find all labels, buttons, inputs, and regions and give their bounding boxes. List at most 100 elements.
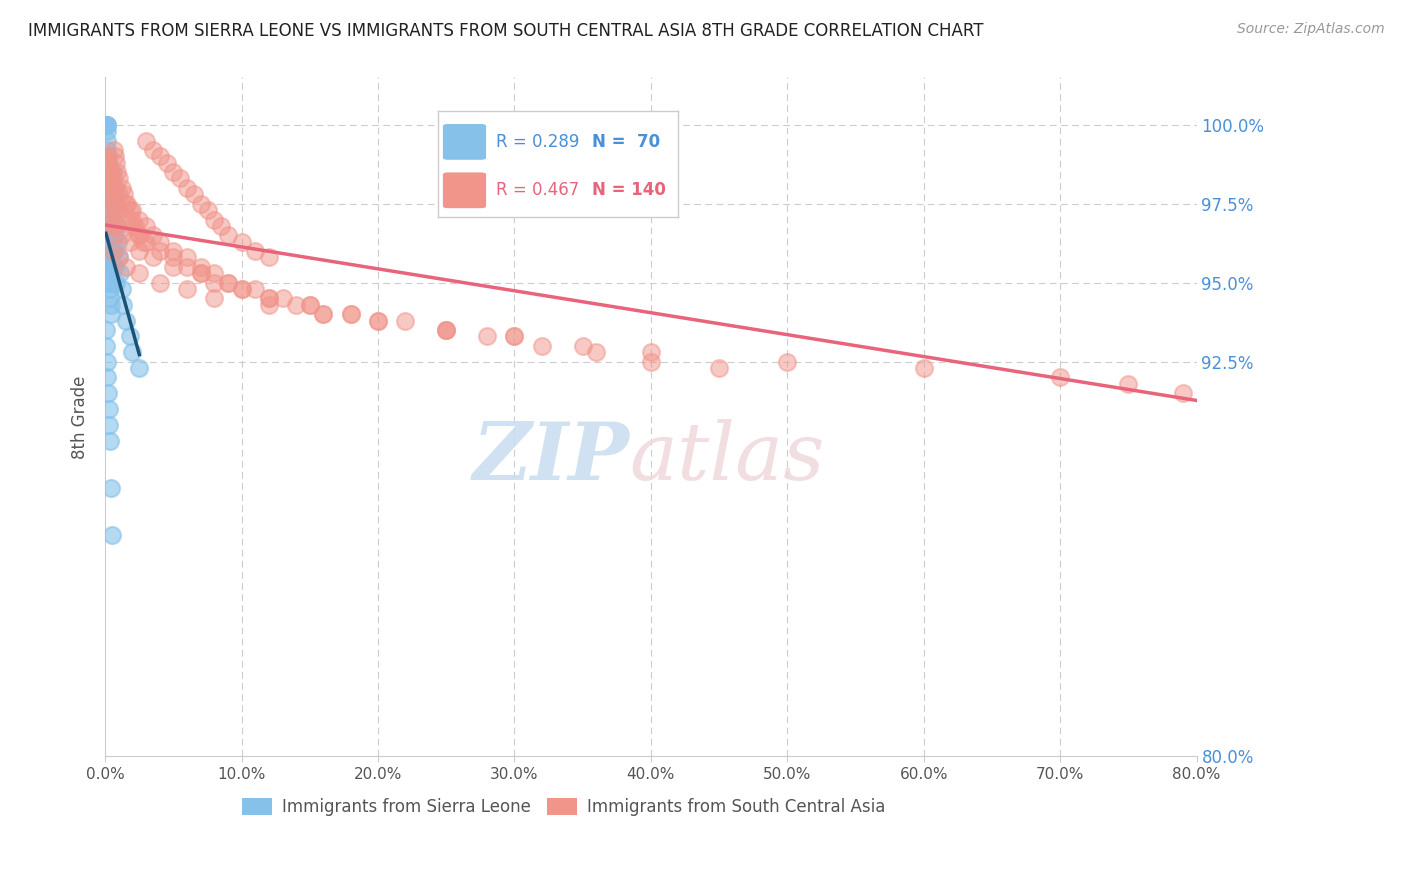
Point	[142, 143, 165, 157]
Point	[114, 196, 136, 211]
Point	[97, 155, 120, 169]
Point	[103, 228, 125, 243]
Point	[114, 313, 136, 327]
Point	[142, 251, 165, 265]
Point	[108, 202, 131, 217]
Point	[128, 244, 150, 258]
Point	[183, 187, 205, 202]
Point	[103, 260, 125, 274]
Point	[100, 212, 122, 227]
Point	[434, 323, 457, 337]
Point	[257, 298, 280, 312]
Point	[98, 266, 121, 280]
Point	[97, 401, 120, 416]
Point	[162, 260, 184, 274]
Point	[571, 339, 593, 353]
Point	[104, 276, 127, 290]
Point	[640, 354, 662, 368]
Point	[132, 235, 155, 249]
Point	[112, 187, 135, 202]
Point	[640, 345, 662, 359]
Point	[103, 143, 125, 157]
Point	[103, 171, 125, 186]
Point	[231, 282, 253, 296]
Point	[121, 212, 143, 227]
Point	[114, 260, 136, 274]
Point	[190, 266, 212, 280]
Point	[231, 282, 253, 296]
Point	[101, 187, 124, 202]
Point	[103, 165, 125, 179]
Text: ZIP: ZIP	[472, 419, 628, 496]
Point	[107, 219, 129, 233]
Point	[135, 134, 157, 148]
Point	[530, 339, 553, 353]
Point	[110, 228, 132, 243]
Point	[245, 282, 267, 296]
Point	[100, 260, 122, 274]
Point	[121, 219, 143, 233]
Point	[776, 354, 799, 368]
Point	[190, 260, 212, 274]
Point	[108, 171, 131, 186]
Point	[312, 307, 335, 321]
Point	[115, 196, 138, 211]
Point	[312, 307, 335, 321]
Point	[100, 307, 122, 321]
Point	[217, 276, 239, 290]
Point	[98, 187, 121, 202]
Point	[100, 228, 122, 243]
Point	[101, 244, 124, 258]
Point	[100, 202, 122, 217]
Point	[97, 149, 120, 163]
Point	[1171, 386, 1194, 401]
Point	[121, 202, 143, 217]
Point	[105, 219, 128, 233]
Point	[98, 219, 121, 233]
Point	[707, 360, 730, 375]
Point	[128, 228, 150, 243]
Point	[96, 118, 118, 132]
Point	[339, 307, 361, 321]
Point	[585, 345, 607, 359]
Point	[110, 282, 132, 296]
Point	[394, 313, 416, 327]
Point	[142, 228, 165, 243]
Point	[149, 235, 172, 249]
Point	[97, 171, 120, 186]
Legend: Immigrants from Sierra Leone, Immigrants from South Central Asia: Immigrants from Sierra Leone, Immigrants…	[235, 791, 893, 822]
Point	[176, 251, 198, 265]
Point	[118, 329, 141, 343]
Point	[98, 244, 121, 258]
Point	[100, 165, 122, 179]
Point	[105, 181, 128, 195]
Point	[97, 165, 120, 179]
Point	[100, 282, 122, 296]
Point	[107, 235, 129, 249]
Point	[149, 276, 172, 290]
Point	[128, 360, 150, 375]
Point	[101, 219, 124, 233]
Point	[100, 481, 122, 495]
Point	[96, 149, 118, 163]
Point	[98, 434, 121, 448]
Point	[110, 266, 132, 280]
Point	[96, 118, 118, 132]
Point	[101, 528, 124, 542]
Point	[108, 251, 131, 265]
Point	[96, 339, 118, 353]
Point	[217, 276, 239, 290]
Point	[96, 370, 118, 384]
Point	[101, 212, 124, 227]
Point	[135, 219, 157, 233]
Point	[128, 266, 150, 280]
Point	[96, 118, 118, 132]
Point	[96, 124, 118, 138]
Point	[104, 149, 127, 163]
Point	[257, 292, 280, 306]
Point	[103, 196, 125, 211]
Point	[162, 244, 184, 258]
Point	[503, 329, 526, 343]
Point	[97, 206, 120, 220]
Point	[96, 143, 118, 157]
